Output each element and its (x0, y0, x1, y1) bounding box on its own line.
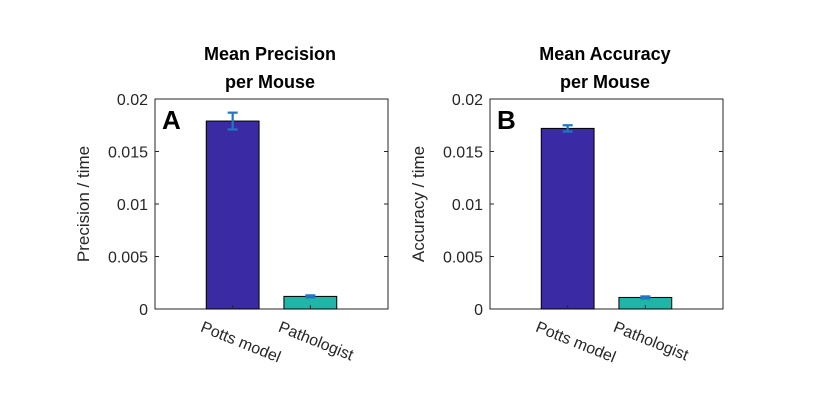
y-axis-ticks: 0 0.005 0.01 0.015 0.02 (108, 92, 388, 319)
bars (540, 127, 673, 310)
plot-area (489, 98, 724, 310)
bar (205, 120, 260, 310)
y-tick-label: 0 (139, 302, 148, 319)
y-axis-ticks: 0 0.005 0.01 0.015 0.02 (443, 92, 723, 319)
error-bars (227, 111, 316, 299)
chart-panel-b: Mean Accuracy per Mouse 00.0050.010.0150… (409, 44, 724, 366)
y-tick-label: 0.005 (108, 250, 148, 267)
x-tick-label: Potts model (198, 319, 283, 366)
chart-panel-a: Mean Precision per Mouse 0 0.005 0.01 0.015… (74, 44, 389, 366)
y-tick-label: 0.015 (443, 145, 483, 162)
bars (205, 120, 338, 310)
y-tick-label: 0.01 (117, 197, 148, 214)
y-axis-label: Accuracy / time (409, 146, 428, 262)
chart-title-line-1: Mean Precision (204, 44, 336, 64)
panel-label: B (497, 105, 516, 135)
x-tick-label: Pathologist (276, 319, 356, 365)
y-axis-label: Precision / time (74, 146, 93, 262)
y-tick-label: 0 (474, 302, 483, 319)
chart-title-line-2: per Mouse (225, 72, 315, 92)
bar (540, 127, 595, 310)
y-tick-label: 0.02 (452, 92, 483, 109)
plot-area (154, 98, 389, 310)
panel-label: A (162, 105, 181, 135)
x-tick-label: Potts model (533, 319, 618, 366)
chart-title-line-1: Mean Accuracy (539, 44, 670, 64)
chart-title-line-2: per Mouse (560, 72, 650, 92)
error-bars (562, 124, 651, 300)
y-tick-label: 0.01 (452, 197, 483, 214)
y-tick-label: 0.015 (108, 145, 148, 162)
y-tick-label: 0.005 (443, 250, 483, 267)
y-tick-label: 0.02 (117, 92, 148, 109)
x-tick-label: Pathologist (611, 319, 691, 365)
